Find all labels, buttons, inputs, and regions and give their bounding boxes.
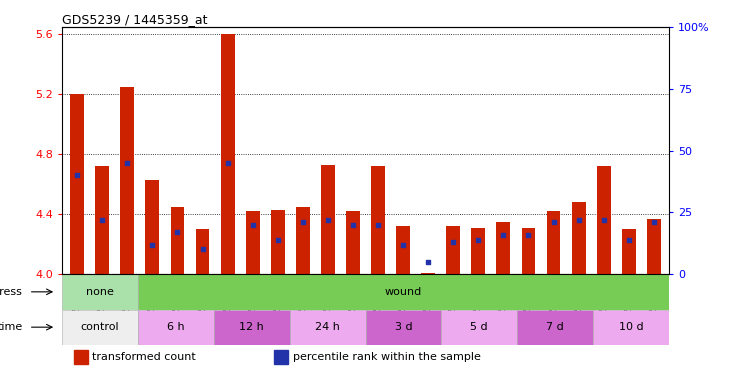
Bar [296, 207, 310, 274]
Text: stress: stress [0, 287, 23, 297]
Bar [647, 219, 661, 274]
Text: none: none [86, 287, 114, 297]
Bar [346, 211, 360, 274]
Bar [221, 35, 235, 274]
Bar [366, 310, 442, 345]
Text: wound: wound [385, 287, 422, 297]
Bar [271, 210, 284, 274]
Text: control: control [80, 322, 119, 332]
Bar [289, 310, 366, 345]
Point [72, 172, 83, 178]
Point [197, 247, 208, 253]
Point [397, 242, 409, 248]
Point [523, 232, 534, 238]
Text: 3 d: 3 d [395, 322, 412, 332]
Text: 24 h: 24 h [315, 322, 340, 332]
Point [648, 219, 659, 225]
Text: percentile rank within the sample: percentile rank within the sample [292, 352, 480, 362]
Point [297, 219, 308, 225]
Bar [75, 350, 88, 364]
Point [498, 232, 510, 238]
Bar [471, 228, 485, 274]
Bar [138, 274, 669, 310]
Bar [371, 166, 385, 274]
Bar [138, 310, 213, 345]
Bar [442, 310, 518, 345]
Bar [421, 273, 435, 274]
Bar [447, 226, 460, 274]
Text: 6 h: 6 h [167, 322, 185, 332]
Text: time: time [0, 322, 23, 332]
Point [447, 239, 459, 245]
Point [423, 259, 434, 265]
Point [172, 229, 183, 235]
Point [322, 217, 334, 223]
Bar [572, 202, 586, 274]
Point [347, 222, 359, 228]
Point [247, 222, 259, 228]
Bar [622, 229, 636, 274]
Bar [593, 310, 669, 345]
Point [573, 217, 585, 223]
Text: 10 d: 10 d [618, 322, 643, 332]
Bar [62, 310, 138, 345]
Bar [496, 222, 510, 274]
Point [598, 217, 610, 223]
Bar [518, 310, 593, 345]
Point [96, 217, 108, 223]
Point [623, 237, 635, 243]
Bar [170, 207, 184, 274]
Point [146, 242, 158, 248]
Bar [396, 226, 410, 274]
Text: 5 d: 5 d [471, 322, 488, 332]
Point [372, 222, 384, 228]
Bar [121, 87, 135, 274]
Bar [196, 229, 209, 274]
Bar [213, 310, 289, 345]
Bar [145, 180, 159, 274]
Bar [321, 165, 335, 274]
Bar [62, 274, 138, 310]
Point [472, 237, 484, 243]
Bar [596, 166, 610, 274]
Point [272, 237, 284, 243]
Bar [547, 211, 561, 274]
Bar [275, 350, 288, 364]
Bar [70, 94, 84, 274]
Text: 7 d: 7 d [546, 322, 564, 332]
Point [548, 219, 559, 225]
Text: 12 h: 12 h [239, 322, 264, 332]
Point [121, 160, 133, 166]
Point [221, 160, 233, 166]
Text: transformed count: transformed count [92, 352, 196, 362]
Bar [95, 166, 109, 274]
Text: GDS5239 / 1445359_at: GDS5239 / 1445359_at [62, 13, 208, 26]
Bar [522, 228, 535, 274]
Bar [246, 211, 260, 274]
